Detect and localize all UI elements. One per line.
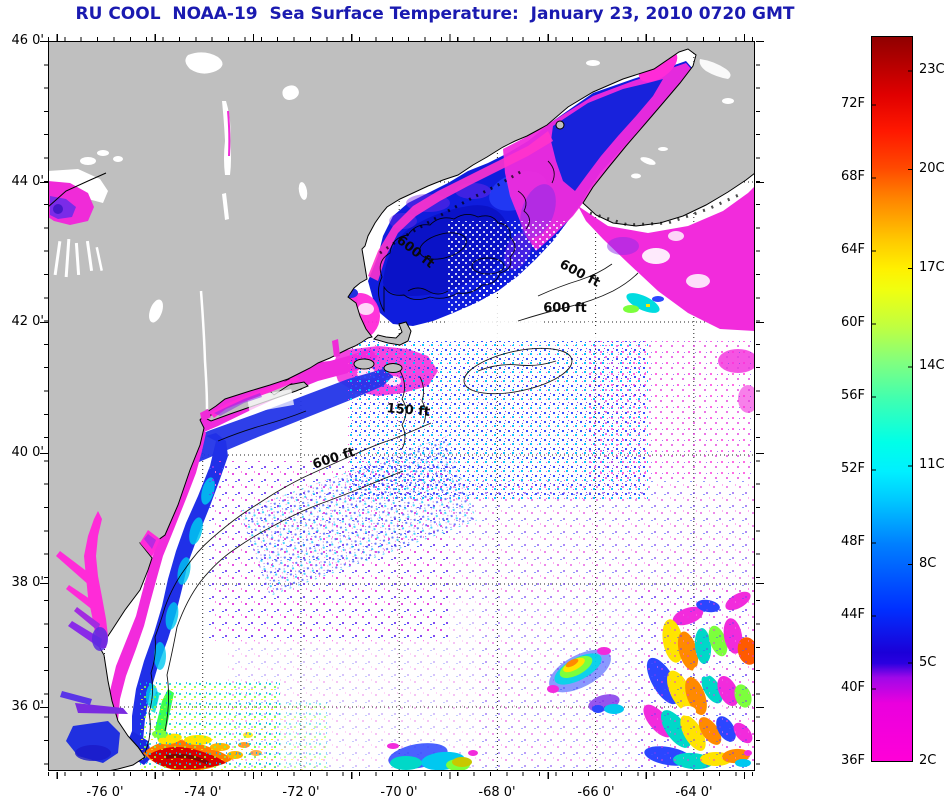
inland-water — [48, 52, 734, 763]
y-axis-minor-ticks-left — [44, 41, 48, 771]
lat-label-36: 36 0' — [11, 699, 44, 714]
cb-label-56f: 56F — [840, 388, 865, 403]
cb-label-17c: 17C — [919, 260, 944, 275]
cb-label-40f: 40F — [840, 680, 865, 695]
bottom-cluster — [387, 743, 752, 771]
lat-label-42: 42 0' — [11, 314, 44, 329]
land — [48, 41, 755, 771]
lat-label-38: 38 0' — [11, 575, 44, 590]
y-axis-minor-ticks-right — [756, 41, 760, 771]
depth-contours — [144, 160, 639, 754]
nantucket — [383, 363, 403, 373]
cb-label-2c: 2C — [919, 753, 937, 768]
lon-label-74: -74 0' — [184, 785, 222, 800]
cb-label-52f: 52F — [840, 461, 865, 476]
depth-label-150ft: 150 ft — [386, 401, 431, 420]
x-axis-major-ticks-top — [48, 34, 755, 41]
lon-label-64: -64 0' — [675, 785, 713, 800]
cb-label-48f: 48F — [840, 534, 865, 549]
lon-label-72: -72 0' — [282, 785, 320, 800]
temperature-colorbar — [871, 36, 913, 762]
cb-label-36f: 36F — [840, 753, 865, 768]
grand-manan — [555, 120, 565, 130]
marthas-vineyard — [353, 358, 375, 370]
cape-cod — [373, 321, 412, 346]
cb-label-20c: 20C — [919, 161, 944, 176]
cb-label-68f: 68F — [840, 169, 865, 184]
cb-label-11c: 11C — [919, 457, 944, 472]
colorbar-ticks-right — [908, 37, 912, 761]
cb-label-8c: 8C — [919, 556, 937, 571]
cb-label-14c: 14C — [919, 358, 944, 373]
cb-label-23c: 23C — [919, 62, 944, 77]
lat-label-40: 40 0' — [11, 445, 44, 460]
cb-label-64f: 64F — [840, 242, 865, 257]
colorbar-ticks-left — [872, 37, 876, 761]
cb-label-60f: 60F — [840, 315, 865, 330]
cb-label-72f: 72F — [840, 96, 865, 111]
lat-label-46: 46 0' — [11, 33, 44, 48]
figure-title: RU COOL NOAA-19 Sea Surface Temperature:… — [75, 4, 795, 24]
map-canvas: 600 ft 600 ft 600 ft 150 ft 600 ft — [48, 41, 755, 771]
lon-label-68: -68 0' — [478, 785, 516, 800]
lon-label-70: -70 0' — [380, 785, 418, 800]
depth-label-600ft-3: 600 ft — [543, 301, 587, 316]
cb-label-5c: 5C — [919, 655, 937, 670]
lat-label-44: 44 0' — [11, 174, 44, 189]
cb-label-44f: 44F — [840, 607, 865, 622]
cloud-artifact-swirls — [547, 586, 755, 771]
x-axis-major-ticks-bottom — [48, 772, 755, 779]
lon-label-66: -66 0' — [577, 785, 615, 800]
lon-label-76: -76 0' — [86, 785, 124, 800]
